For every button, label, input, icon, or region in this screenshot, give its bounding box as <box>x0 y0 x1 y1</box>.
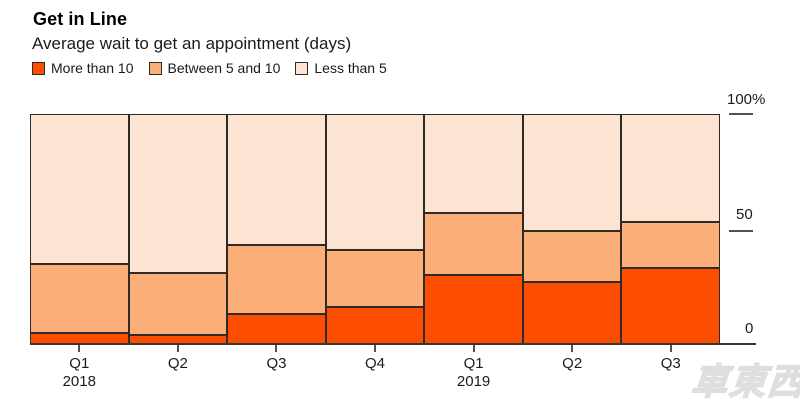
stacked-bar <box>424 114 523 344</box>
legend: More than 10 Between 5 and 10 Less than 5 <box>32 60 387 76</box>
legend-label: More than 10 <box>51 60 134 76</box>
bar-segment-between-5-and-10 <box>325 249 425 308</box>
x-axis-category: Q4 <box>326 345 425 391</box>
bar-segment-between-5-and-10 <box>30 263 129 333</box>
x-tick <box>78 345 81 352</box>
x-axis-quarter-label: Q1 <box>69 355 90 372</box>
bar-segment-more-than-10 <box>424 274 523 344</box>
x-axis-year-label: 2018 <box>62 373 96 390</box>
x-axis-category: Q3 <box>621 345 720 391</box>
legend-swatch-icon <box>148 61 162 75</box>
stacked-bar <box>325 114 425 344</box>
bar-segment-between-5-and-10 <box>128 272 228 335</box>
bar-segment-less-than-5 <box>227 114 326 246</box>
x-axis-category: Q3 <box>227 345 326 391</box>
x-axis-category: Q2 <box>129 345 228 391</box>
legend-item: Between 5 and 10 <box>148 60 281 76</box>
bar-segment-less-than-5 <box>128 114 228 273</box>
legend-label: Less than 5 <box>314 60 387 76</box>
bar-segment-more-than-10 <box>325 307 425 344</box>
x-axis-category: Q2 <box>523 345 622 391</box>
bar-segment-between-5-and-10 <box>424 212 523 275</box>
plot-area <box>30 114 721 344</box>
x-tick <box>571 345 574 352</box>
y-axis-label-0: 0 <box>745 320 754 337</box>
stacked-bar <box>30 114 129 344</box>
bar-segment-between-5-and-10 <box>522 231 622 282</box>
bar-segment-less-than-5 <box>621 114 721 223</box>
stacked-bar <box>227 114 326 344</box>
stacked-bar <box>522 114 622 344</box>
bar-segment-between-5-and-10 <box>227 245 326 315</box>
legend-swatch-icon <box>295 61 309 75</box>
x-tick <box>275 345 278 352</box>
y-tick-100 <box>729 113 753 115</box>
x-tick <box>374 345 377 352</box>
bar-segment-less-than-5 <box>424 114 523 213</box>
y-axis-label-100: 100% <box>727 91 766 108</box>
x-axis-quarter-label: Q2 <box>167 355 188 372</box>
bar-group <box>30 114 721 344</box>
stacked-bar <box>621 114 721 344</box>
legend-item: Less than 5 <box>295 60 387 76</box>
x-axis-quarter-label: Q2 <box>562 355 583 372</box>
bar-segment-less-than-5 <box>325 114 425 250</box>
watermark: 車東西 <box>689 360 800 403</box>
x-tick <box>472 345 475 352</box>
bar-segment-between-5-and-10 <box>621 222 721 269</box>
x-tick <box>669 345 672 352</box>
x-axis-quarter-label: Q1 <box>463 355 484 372</box>
legend-label: Between 5 and 10 <box>167 60 281 76</box>
x-axis-category: Q1 2018 <box>30 345 129 391</box>
legend-item: More than 10 <box>32 60 134 76</box>
bar-segment-less-than-5 <box>30 114 129 264</box>
x-tick <box>176 345 179 352</box>
x-axis-quarter-label: Q4 <box>365 355 386 372</box>
x-axis-quarter-label: Q3 <box>266 355 287 372</box>
x-axis-category: Q1 2019 <box>424 345 523 391</box>
x-axis: Q1 2018 Q2 Q3 Q4 Q1 2019 Q2 Q3 <box>30 345 720 391</box>
x-axis-quarter-label: Q3 <box>660 355 681 372</box>
bar-segment-more-than-10 <box>227 314 326 344</box>
legend-swatch-icon <box>32 61 45 75</box>
x-axis-line <box>30 343 756 345</box>
y-axis-label-50: 50 <box>736 206 753 223</box>
bar-segment-less-than-5 <box>522 114 622 232</box>
chart-title: Get in Line <box>33 9 128 29</box>
x-axis-year-label: 2019 <box>456 373 491 390</box>
bar-segment-more-than-10 <box>621 268 721 344</box>
chart-subtitle: Average wait to get an appointment (days… <box>32 34 352 53</box>
stacked-bar <box>128 114 228 344</box>
y-tick-50 <box>729 230 753 232</box>
bar-segment-more-than-10 <box>522 281 622 344</box>
